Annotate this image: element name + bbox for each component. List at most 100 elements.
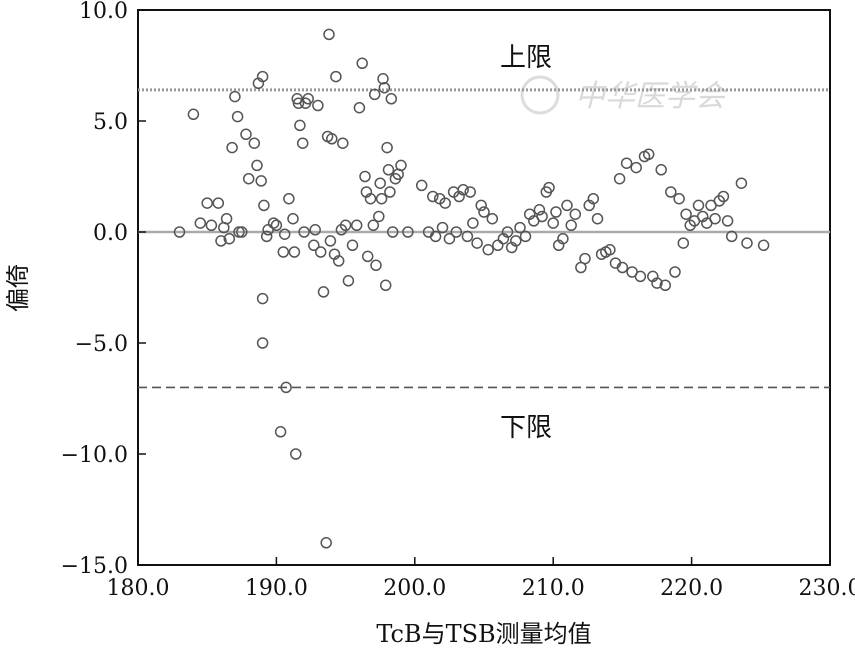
upper-limit-label: 上限	[500, 43, 552, 73]
data-point	[461, 230, 474, 243]
data-point	[634, 270, 647, 283]
data-point	[231, 110, 244, 123]
x-axis: 180.0 190.0 200.0 210.0 220.0 230.0	[107, 557, 855, 601]
data-point	[260, 230, 273, 243]
data-point	[370, 259, 382, 272]
data-point	[332, 255, 345, 267]
x-tick-label: 210.0	[522, 576, 585, 601]
y-tick-label: 0.0	[93, 221, 128, 246]
data-point	[373, 210, 385, 223]
plot-frame	[137, 9, 831, 566]
data-point	[709, 212, 721, 225]
data-point	[457, 184, 469, 196]
x-axis-label: TcB与TSB测量均值	[376, 620, 591, 648]
data-point	[550, 206, 562, 218]
data-point	[288, 246, 301, 258]
watermark: 中华医学会	[520, 75, 728, 115]
data-point	[187, 108, 200, 121]
x-tick-label: 220.0	[660, 576, 723, 601]
data-point	[735, 177, 748, 189]
data-point	[557, 232, 569, 245]
data-point	[482, 244, 494, 256]
reference-lines	[138, 88, 830, 389]
data-point	[415, 179, 428, 192]
lower-limit-label: 下限	[500, 413, 552, 443]
data-point	[565, 219, 577, 232]
x-tick-label: 190.0	[245, 576, 308, 601]
data-point	[717, 190, 730, 203]
data-point	[296, 137, 309, 149]
y-tick-label: 10.0	[79, 0, 128, 24]
data-point	[519, 230, 532, 243]
data-point	[256, 292, 269, 305]
data-point	[478, 206, 490, 218]
data-point	[312, 99, 324, 112]
data-point	[467, 217, 479, 229]
data-point	[443, 232, 456, 245]
data-point	[510, 235, 522, 247]
data-point	[547, 217, 559, 229]
data-point	[277, 246, 290, 258]
data-point	[533, 204, 546, 216]
data-point	[240, 128, 252, 141]
data-point	[368, 88, 381, 101]
data-point	[350, 219, 363, 232]
data-point	[651, 277, 663, 289]
data-point	[395, 159, 407, 172]
data-point	[501, 226, 514, 238]
data-point	[201, 197, 213, 209]
data-point	[346, 239, 359, 252]
data-point	[359, 170, 371, 183]
data-point	[220, 212, 233, 225]
y-axis: 10.0 5.0 0.0 −5.0 −10.0 −15.0	[61, 0, 146, 579]
data-point	[378, 81, 391, 94]
data-point	[215, 235, 227, 247]
data-point	[375, 192, 388, 205]
data-point	[757, 239, 770, 252]
data-point	[256, 70, 269, 83]
data-point	[471, 237, 483, 249]
data-point	[255, 175, 267, 187]
data-point	[486, 212, 499, 225]
x-tick-label: 180.0	[107, 576, 170, 601]
data-point	[630, 161, 642, 174]
data-point	[692, 199, 705, 212]
data-point	[561, 199, 573, 212]
data-point	[429, 230, 442, 243]
data-point	[290, 448, 302, 460]
data-point	[439, 197, 451, 209]
data-point	[267, 217, 280, 229]
data-point	[353, 101, 366, 114]
data-point	[317, 286, 330, 298]
watermark-seal-icon	[520, 75, 560, 115]
data-point	[356, 57, 368, 70]
data-point	[377, 73, 389, 85]
data-point	[665, 186, 677, 198]
data-point	[270, 219, 283, 232]
data-point	[212, 197, 225, 209]
data-point	[620, 157, 633, 169]
data-point	[274, 426, 287, 438]
data-point	[725, 230, 738, 243]
data-point	[385, 93, 398, 105]
data-point	[364, 192, 377, 205]
data-point	[642, 148, 655, 161]
data-point	[464, 186, 476, 198]
data-point	[330, 70, 342, 83]
data-point	[659, 279, 672, 292]
data-point	[242, 172, 255, 185]
data-point	[194, 217, 207, 229]
data-point	[613, 172, 626, 185]
data-point	[223, 232, 236, 245]
x-tick-label: 230.0	[799, 576, 855, 601]
data-point	[379, 279, 392, 292]
data-point	[302, 93, 314, 105]
data-point	[367, 219, 380, 232]
data-point	[543, 181, 555, 194]
data-point	[604, 244, 616, 256]
data-point	[314, 246, 327, 258]
x-tick-label: 200.0	[383, 576, 446, 601]
data-point	[402, 226, 414, 238]
data-point	[677, 237, 690, 249]
